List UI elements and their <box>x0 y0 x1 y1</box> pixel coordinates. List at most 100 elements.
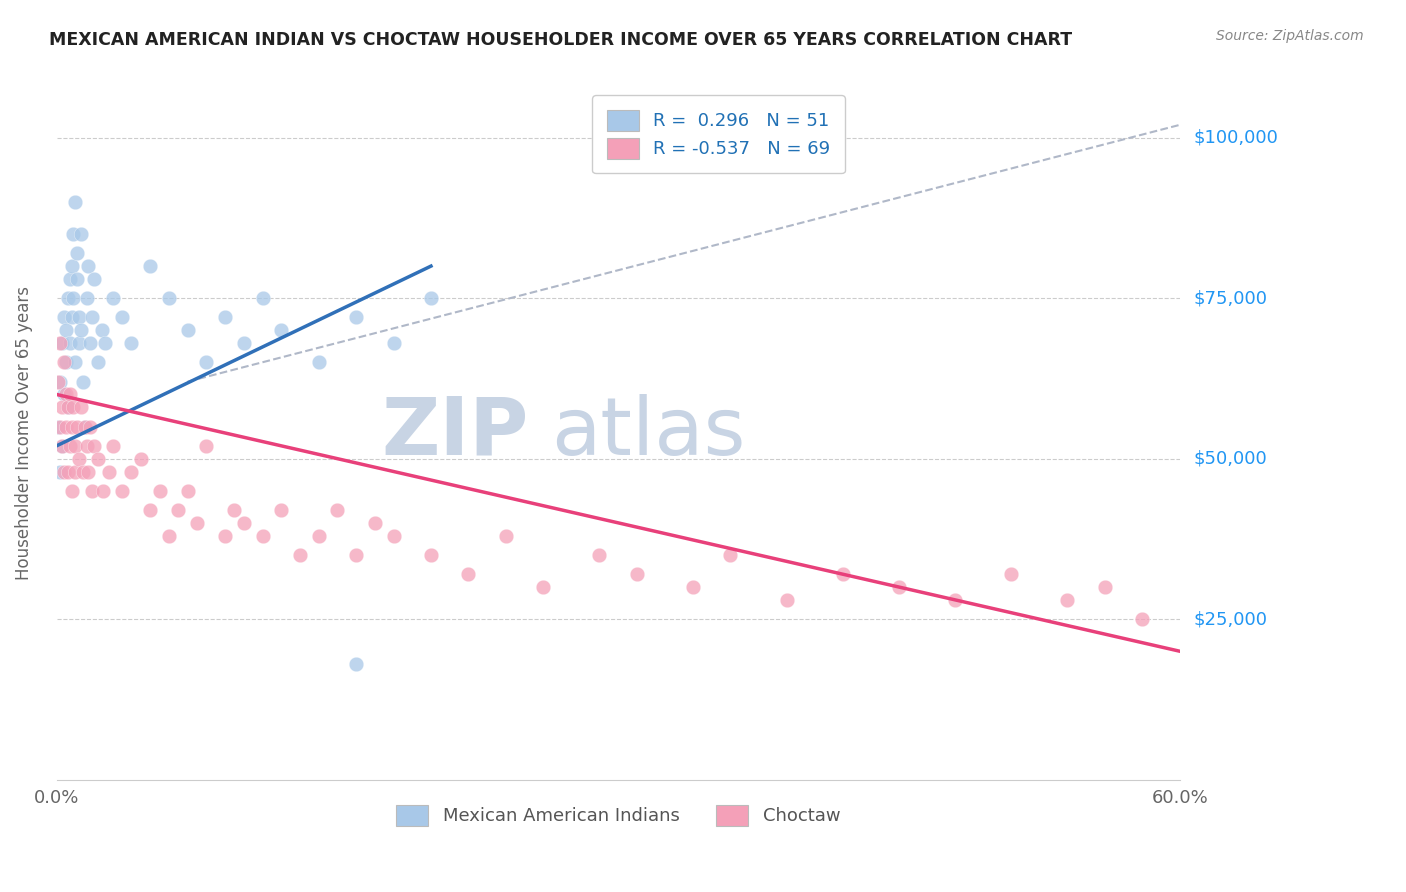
Point <box>70 227 93 241</box>
Point <box>214 529 236 543</box>
Point <box>59 272 82 286</box>
Point <box>53 387 76 401</box>
Point <box>56 291 79 305</box>
Point <box>588 548 610 562</box>
Point <box>53 355 76 369</box>
Point <box>214 310 236 325</box>
Point <box>76 291 98 305</box>
Point <box>55 323 77 337</box>
Point <box>60 259 83 273</box>
Point <box>65 439 87 453</box>
Point <box>288 548 311 562</box>
Point <box>59 387 82 401</box>
Point <box>176 483 198 498</box>
Point <box>67 451 90 466</box>
Point <box>232 516 254 530</box>
Point <box>76 439 98 453</box>
Point <box>943 593 966 607</box>
Point <box>53 310 76 325</box>
Point <box>682 580 704 594</box>
Point <box>62 291 84 305</box>
Point <box>48 419 70 434</box>
Point <box>775 593 797 607</box>
Point <box>1094 580 1116 594</box>
Point <box>56 465 79 479</box>
Point <box>93 483 115 498</box>
Point <box>65 194 87 209</box>
Point <box>90 323 112 337</box>
Point <box>51 439 73 453</box>
Text: $75,000: $75,000 <box>1194 289 1268 307</box>
Point <box>83 272 105 286</box>
Point <box>70 323 93 337</box>
Point <box>98 465 121 479</box>
Text: $25,000: $25,000 <box>1194 610 1268 628</box>
Point <box>82 483 104 498</box>
Point <box>270 323 292 337</box>
Point <box>66 419 89 434</box>
Point <box>326 503 349 517</box>
Point <box>49 336 72 351</box>
Point <box>344 310 367 325</box>
Point <box>59 439 82 453</box>
Point <box>252 291 274 305</box>
Text: atlas: atlas <box>551 394 745 472</box>
Point <box>382 336 405 351</box>
Point <box>531 580 554 594</box>
Point <box>70 401 93 415</box>
Point <box>51 401 73 415</box>
Point <box>364 516 387 530</box>
Point <box>232 336 254 351</box>
Point <box>72 465 94 479</box>
Point <box>420 548 443 562</box>
Point <box>101 291 124 305</box>
Point <box>56 401 79 415</box>
Point <box>79 419 101 434</box>
Point <box>83 439 105 453</box>
Point <box>73 419 96 434</box>
Point <box>831 567 853 582</box>
Text: ZIP: ZIP <box>381 394 529 472</box>
Point <box>111 310 134 325</box>
Point <box>1000 567 1022 582</box>
Point <box>53 465 76 479</box>
Text: MEXICAN AMERICAN INDIAN VS CHOCTAW HOUSEHOLDER INCOME OVER 65 YEARS CORRELATION : MEXICAN AMERICAN INDIAN VS CHOCTAW HOUSE… <box>49 31 1073 49</box>
Point <box>49 419 72 434</box>
Point <box>65 465 87 479</box>
Point <box>51 336 73 351</box>
Point <box>626 567 648 582</box>
Point <box>62 227 84 241</box>
Point <box>720 548 742 562</box>
Point <box>87 451 110 466</box>
Point <box>270 503 292 517</box>
Point <box>101 439 124 453</box>
Point <box>55 355 77 369</box>
Point <box>1056 593 1078 607</box>
Point <box>60 483 83 498</box>
Point <box>308 529 330 543</box>
Point <box>121 465 143 479</box>
Point <box>48 375 70 389</box>
Point <box>56 401 79 415</box>
Legend: Mexican American Indians, Choctaw: Mexican American Indians, Choctaw <box>388 797 848 833</box>
Point <box>195 439 218 453</box>
Point <box>495 529 517 543</box>
Point <box>129 451 152 466</box>
Point <box>67 336 90 351</box>
Point <box>157 529 180 543</box>
Point <box>87 355 110 369</box>
Text: $100,000: $100,000 <box>1194 128 1278 146</box>
Point <box>77 465 100 479</box>
Point <box>82 310 104 325</box>
Point <box>62 401 84 415</box>
Text: $50,000: $50,000 <box>1194 450 1267 467</box>
Point <box>49 465 72 479</box>
Point <box>77 259 100 273</box>
Point <box>94 336 117 351</box>
Point <box>420 291 443 305</box>
Point <box>67 310 90 325</box>
Point <box>457 567 479 582</box>
Point <box>308 355 330 369</box>
Point <box>111 483 134 498</box>
Point <box>65 355 87 369</box>
